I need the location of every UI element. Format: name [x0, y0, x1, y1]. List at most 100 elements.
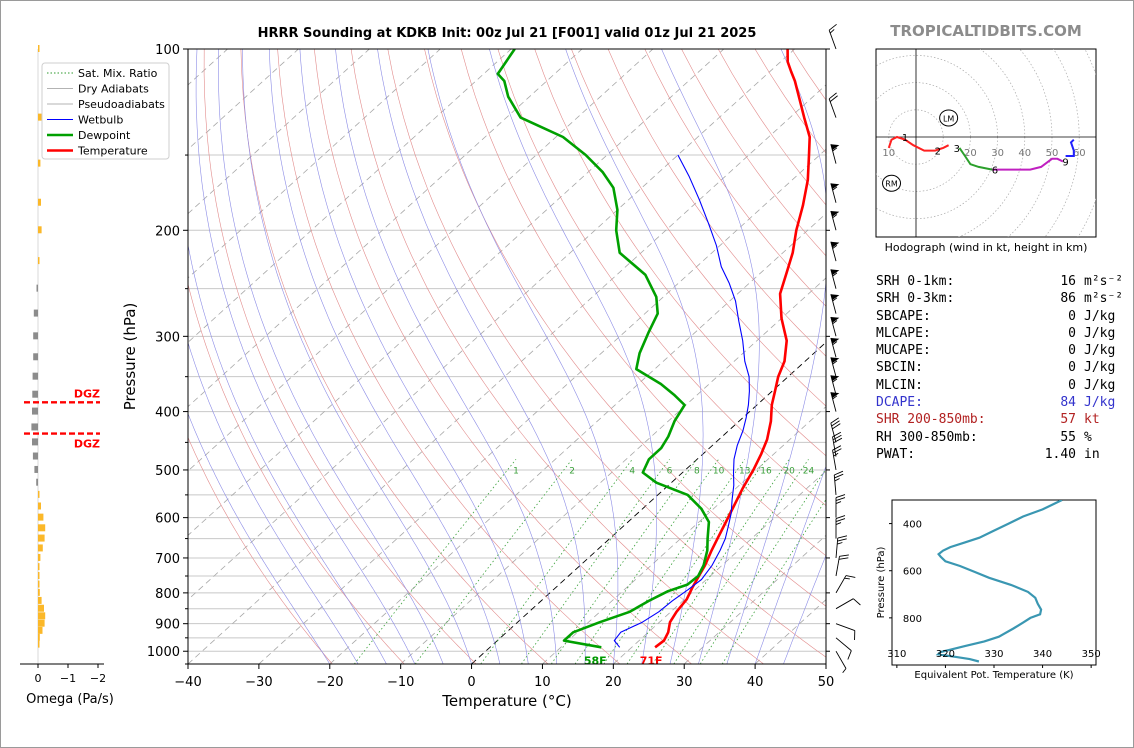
- storm-motion-label: RM: [885, 180, 898, 189]
- omega-bar: [34, 465, 38, 473]
- isotherm: [188, 84, 826, 664]
- wind-barb: [830, 337, 840, 358]
- y-tick-label: 500: [155, 464, 180, 479]
- hodograph-height-label: 2: [935, 147, 941, 158]
- moist-adiabat: [299, 49, 529, 664]
- omega-bar: [33, 309, 38, 317]
- parameter-value: 0: [1068, 343, 1076, 359]
- wind-barb: [835, 623, 856, 641]
- wind-barb: [835, 637, 852, 660]
- legend-label: Dry Adiabats: [78, 83, 149, 96]
- y-tick-label: 100: [155, 43, 180, 58]
- omega-bar: [36, 284, 38, 292]
- dry-adiabat: [497, 49, 826, 507]
- theta-e-panel: 310 320 330 340 350 400 600 800 Equivalent Pot. …: [876, 499, 1101, 681]
- wind-barb: [835, 535, 848, 559]
- parameter-label: SBCIN:: [876, 360, 923, 376]
- barb-half: [832, 244, 838, 249]
- moist-adiabat: [565, 49, 704, 664]
- isotherm: [188, 49, 654, 472]
- barb-staff: [835, 623, 855, 631]
- parameter-unit: m²s⁻²: [1084, 291, 1124, 307]
- parameter-value: 16: [1060, 274, 1076, 289]
- barb-staff: [830, 144, 837, 164]
- omega-bar: [38, 159, 41, 167]
- moist-adiabat: [489, 49, 657, 664]
- hodograph-height-label: 1: [902, 133, 908, 144]
- wind-barb: [830, 269, 840, 289]
- omega-bar: [38, 544, 43, 552]
- isotherm: [613, 470, 826, 664]
- wind-barbs: [828, 23, 861, 674]
- y-tick-label: 400: [155, 406, 180, 421]
- barb-pennant: [830, 210, 840, 217]
- site-watermark: TROPICALTIDBITS.COM: [890, 22, 1082, 40]
- barb-flag: [853, 598, 861, 606]
- omega-bar: [38, 257, 40, 265]
- barb-flag: [839, 554, 849, 557]
- theta-e-y-tick-label: 600: [903, 567, 922, 578]
- moist-adiabat: [188, 243, 387, 664]
- wind-barb: [835, 598, 861, 610]
- barb-pennant: [830, 241, 840, 248]
- omega-bar: [38, 534, 45, 542]
- barb-staff: [833, 474, 837, 495]
- parameter-row: MUCAPE: 0 J/kg: [876, 342, 1123, 359]
- barb-staff: [835, 650, 847, 669]
- omega-bar: [38, 640, 40, 648]
- barb-flag: [832, 431, 842, 438]
- omega-bar: [36, 478, 38, 486]
- barb-flag: [829, 95, 838, 102]
- theta-e-x-tick-label: 320: [936, 649, 955, 660]
- omega-bar: [38, 226, 42, 234]
- parameter-row: SBCAPE: 0 J/kg: [876, 308, 1123, 325]
- barb-staff: [830, 294, 837, 314]
- parameter-value: 1.40: [1044, 446, 1076, 462]
- moist-adiabat: [188, 341, 359, 664]
- barb-staff: [830, 316, 837, 337]
- barb-pennant: [830, 294, 840, 301]
- barb-flag: [832, 445, 842, 451]
- storm-motion-marker: [939, 109, 959, 127]
- y-tick-label: 900: [155, 618, 180, 633]
- moist-adiabat: [754, 465, 826, 664]
- omega-bar: [38, 604, 44, 612]
- parameter-value: 0: [1068, 360, 1076, 376]
- barb-pennant: [830, 337, 840, 344]
- mixing-ratio-label: 2: [569, 466, 575, 476]
- mixing-ratio-label: 30: [827, 466, 839, 476]
- mixing-ratio-label: 24: [803, 466, 815, 476]
- barb-flag: [835, 515, 846, 520]
- parameter-row: PWAT: 1.40 in: [876, 446, 1123, 463]
- barb-half: [833, 452, 839, 457]
- mixing-ratio-line: [414, 459, 573, 664]
- dry-adiabat: [460, 49, 826, 557]
- mixing-ratio-label: 10: [713, 466, 725, 476]
- barb-flag: [831, 420, 840, 427]
- theta-e-y-label: Pressure (hPa): [876, 547, 887, 619]
- wind-barb: [832, 445, 842, 470]
- barb-flag: [832, 448, 842, 454]
- mixing-ratio-line: [480, 459, 633, 664]
- dry-adiabat: [314, 49, 692, 664]
- surface-temp-label: 71F: [640, 654, 663, 667]
- theta-e-inner: [935, 500, 1063, 663]
- barb-flag: [835, 497, 846, 502]
- omega-bar: [38, 198, 41, 206]
- omega-bar: [38, 596, 42, 604]
- moist-adiabat: [783, 554, 826, 664]
- omega-bar: [31, 423, 38, 431]
- barb-staff: [832, 450, 837, 470]
- y-tick-label: 700: [155, 552, 180, 567]
- mixing-ratio-label: 8: [694, 466, 700, 476]
- parameter-unit: J/kg: [1084, 343, 1116, 359]
- barb-half: [832, 214, 838, 219]
- dry-adiabat: [277, 49, 621, 664]
- barb-flag: [828, 23, 837, 31]
- barb-pennant: [830, 316, 840, 323]
- legend-label: Dewpoint: [78, 129, 131, 142]
- legend-box: [41, 62, 170, 160]
- omega-bar: [38, 563, 40, 571]
- legend-label: Pseudoadiabats: [78, 98, 165, 111]
- legend-label: Wetbulb: [78, 114, 123, 127]
